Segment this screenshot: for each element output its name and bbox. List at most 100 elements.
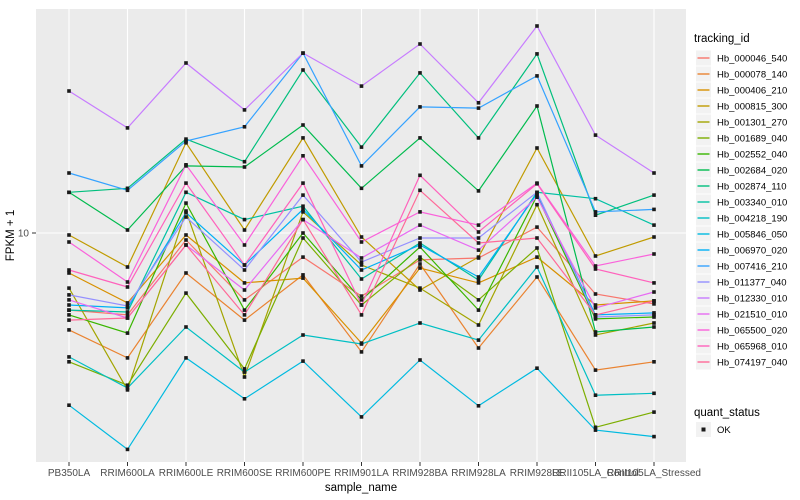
data-point <box>359 342 364 346</box>
x-axis-title: sample_name <box>325 482 397 494</box>
y-tick-label: 10 <box>18 229 30 240</box>
legend-title-quant-status: quant_status <box>694 407 760 419</box>
data-point <box>242 370 247 374</box>
data-point <box>476 189 481 193</box>
data-point <box>67 308 71 312</box>
legend-item-label: Hb_000078_140 <box>717 70 787 81</box>
data-point <box>652 391 656 396</box>
data-point <box>418 255 422 259</box>
data-point <box>535 236 539 240</box>
data-point <box>593 292 598 296</box>
data-point <box>652 321 656 325</box>
data-point <box>125 331 130 335</box>
data-point <box>476 136 481 140</box>
x-tick-label: RRIM928BA <box>392 468 448 479</box>
data-point <box>652 171 656 175</box>
data-point <box>593 196 598 201</box>
data-point <box>301 276 305 280</box>
legend-item-label: Hb_004218_190 <box>717 214 787 225</box>
data-point <box>301 231 305 235</box>
data-point <box>301 359 305 363</box>
data-point <box>242 298 247 302</box>
legend-quant-item: OK <box>696 422 731 437</box>
x-tick-label: RRIM901LA <box>334 468 389 479</box>
data-point <box>652 325 656 329</box>
data-point <box>125 301 130 305</box>
data-point <box>359 263 364 267</box>
data-point <box>125 306 130 310</box>
data-point <box>593 133 598 137</box>
data-point <box>125 186 130 191</box>
legend-item-label: Hb_000046_540 <box>717 54 787 65</box>
data-point <box>476 241 481 245</box>
legend-item-label: Hb_003340_010 <box>717 198 787 209</box>
data-point-markers <box>67 24 656 452</box>
data-point <box>301 255 305 259</box>
data-point <box>418 223 422 227</box>
data-point <box>125 265 130 269</box>
data-point <box>67 268 71 272</box>
data-point <box>593 313 598 317</box>
data-point <box>359 415 364 419</box>
legend-item: Hb_000046_540 <box>696 50 787 66</box>
data-point <box>535 202 539 207</box>
y-axis-title: FPKM + 1 <box>5 210 17 261</box>
data-point <box>242 308 247 312</box>
data-point <box>184 243 188 247</box>
data-point <box>476 101 481 105</box>
data-point <box>242 268 247 272</box>
data-point <box>652 252 656 256</box>
x-tick-label: RRIM600SE <box>217 468 273 479</box>
data-point <box>125 316 130 320</box>
data-point <box>67 298 71 302</box>
data-point <box>359 145 364 149</box>
legend-item: Hb_005846_050 <box>696 226 787 242</box>
data-point <box>593 428 598 432</box>
legend-item: Hb_001689_040 <box>696 130 787 146</box>
legend-item: Hb_074197_040 <box>696 354 787 370</box>
data-point <box>184 210 188 215</box>
data-point <box>476 223 481 227</box>
data-point <box>593 303 598 307</box>
data-point <box>593 315 598 319</box>
data-point <box>242 159 247 164</box>
data-point <box>593 317 598 321</box>
legend-item: Hb_000406_210 <box>696 82 787 98</box>
data-point <box>593 330 598 334</box>
data-point <box>476 281 481 285</box>
data-point <box>359 164 364 168</box>
data-point <box>418 173 422 178</box>
data-point <box>242 228 247 232</box>
data-point <box>535 104 539 108</box>
axis-tick-marks <box>32 232 655 466</box>
data-point <box>535 24 539 28</box>
data-point <box>301 204 305 208</box>
data-point <box>242 217 247 222</box>
legend-item-label: Hb_005846_050 <box>717 230 787 241</box>
data-point <box>359 260 364 264</box>
data-point <box>476 236 481 240</box>
data-point <box>593 368 598 372</box>
data-point <box>67 355 71 359</box>
data-point <box>418 241 422 245</box>
data-point <box>242 243 247 247</box>
data-point <box>652 434 656 439</box>
data-point <box>184 163 188 167</box>
data-point <box>593 210 598 214</box>
data-point <box>67 313 71 317</box>
data-point <box>242 288 247 292</box>
data-point <box>359 350 364 354</box>
data-point <box>652 302 656 306</box>
data-point <box>359 277 364 281</box>
data-point <box>67 240 71 244</box>
legend-item: Hb_012330_010 <box>696 290 787 306</box>
data-point <box>301 207 305 212</box>
data-point <box>418 258 422 262</box>
data-point <box>67 89 71 93</box>
data-point <box>652 315 656 319</box>
legend-item: Hb_003340_010 <box>696 194 787 210</box>
data-point <box>242 375 247 379</box>
legend-item-label: Hb_012330_010 <box>717 294 787 305</box>
data-point <box>301 51 305 55</box>
